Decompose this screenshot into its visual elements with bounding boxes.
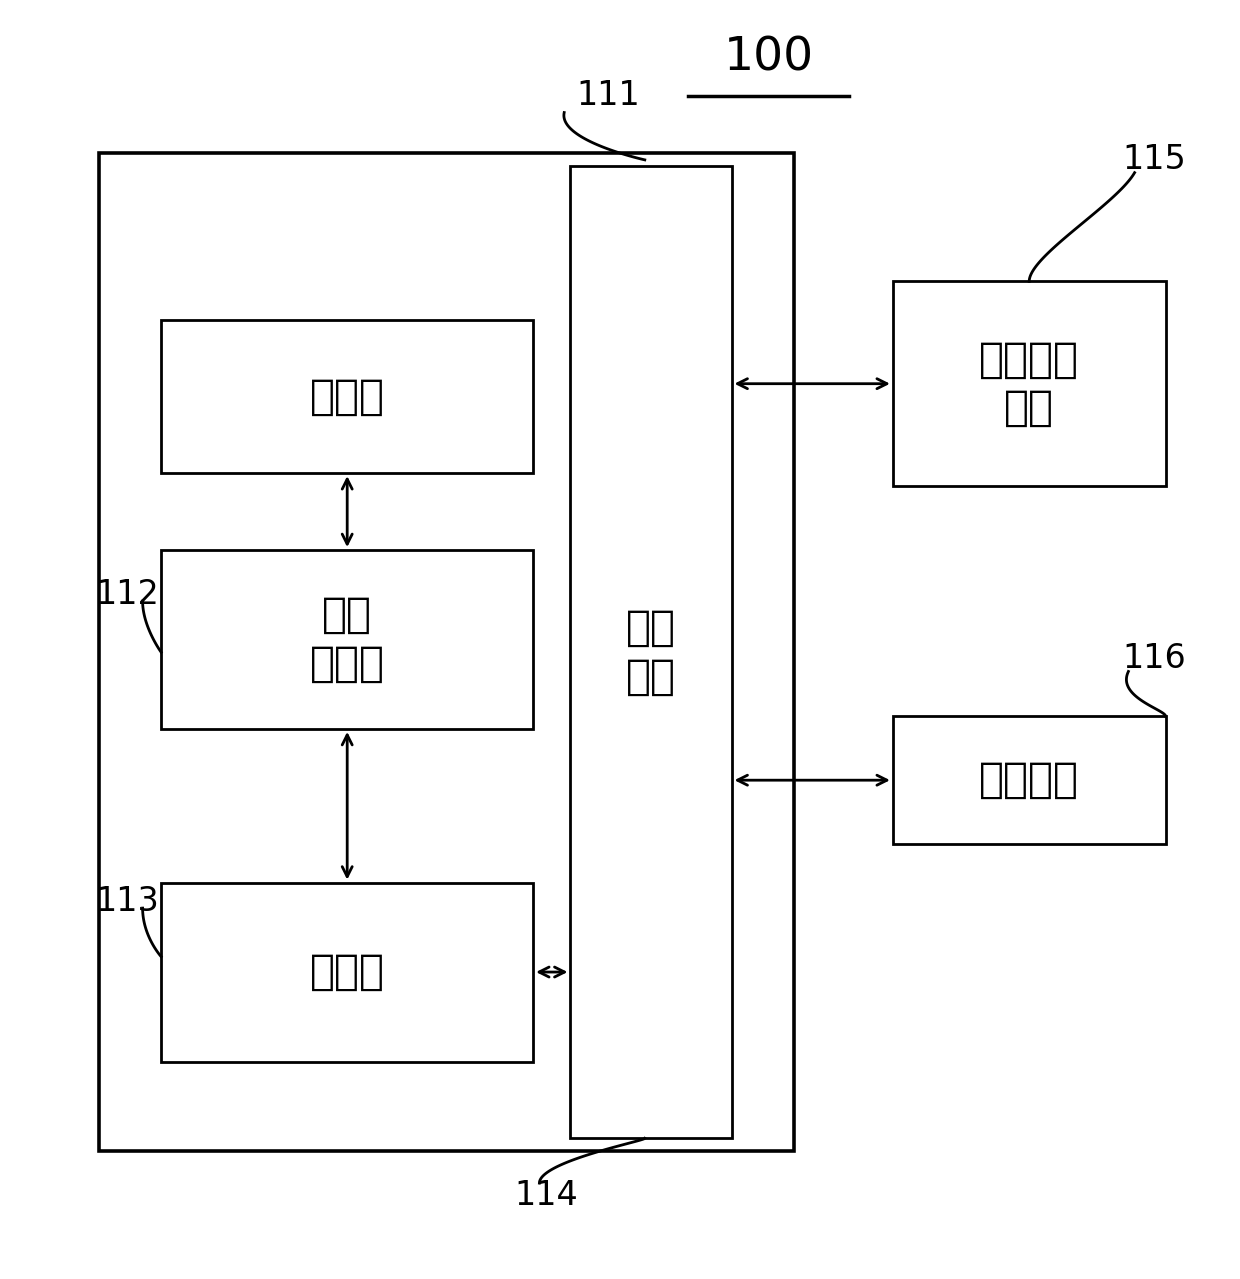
Text: 输入输出
单元: 输入输出 单元 — [980, 339, 1079, 428]
Text: 112: 112 — [95, 578, 160, 611]
Text: 存储器: 存储器 — [310, 376, 384, 417]
Bar — [161, 320, 533, 473]
Text: 外设
接口: 外设 接口 — [626, 608, 676, 697]
Bar — [99, 153, 794, 1151]
Text: 114: 114 — [515, 1179, 578, 1212]
Bar — [893, 716, 1166, 844]
Bar — [161, 883, 533, 1062]
Bar — [893, 281, 1166, 486]
Text: 111: 111 — [577, 79, 640, 113]
Text: 100: 100 — [724, 35, 813, 81]
Bar — [161, 550, 533, 729]
Text: 116: 116 — [1122, 642, 1185, 675]
Text: 115: 115 — [1122, 143, 1185, 177]
Text: 处理器: 处理器 — [310, 952, 384, 993]
Text: 存储
控制器: 存储 控制器 — [310, 595, 384, 684]
Bar — [570, 166, 732, 1138]
Text: 113: 113 — [95, 885, 159, 918]
Text: 显示单元: 显示单元 — [980, 760, 1079, 801]
